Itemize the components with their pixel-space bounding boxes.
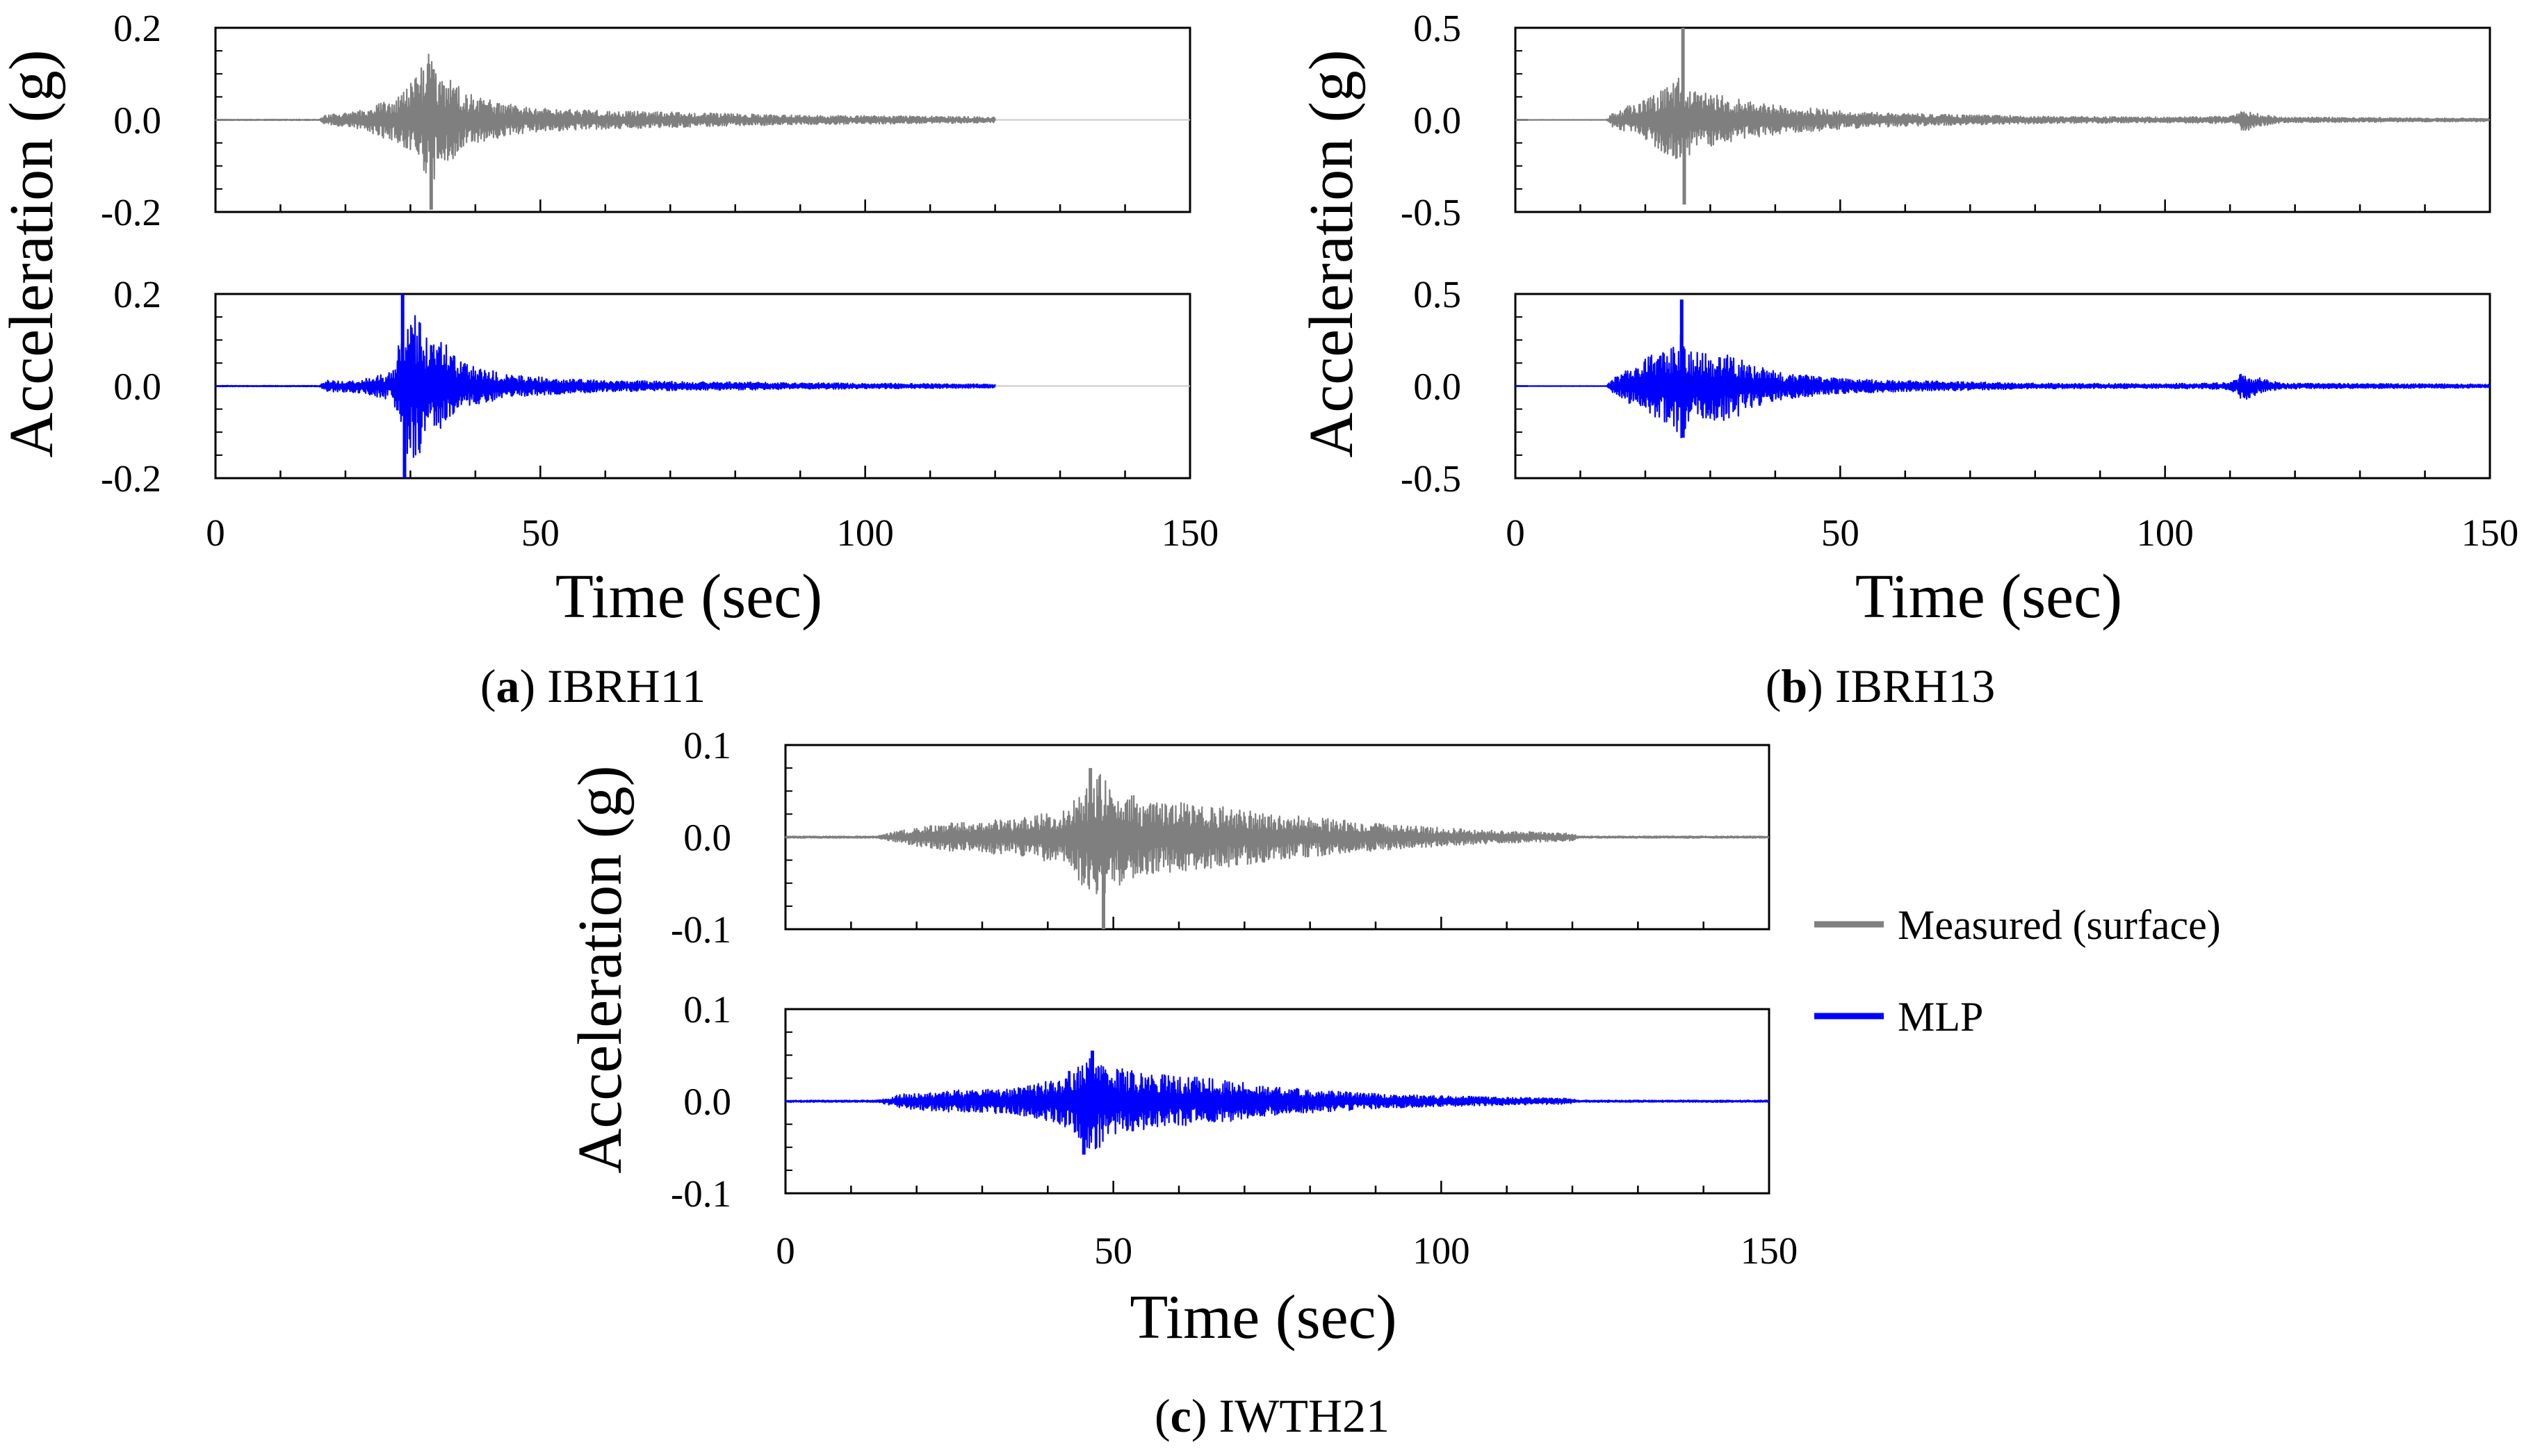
caption-c-letter: c (1171, 1389, 1191, 1442)
y-tick-label: 0.0 (1413, 99, 1461, 142)
x-axis-title: Time (sec) (555, 562, 822, 631)
caption-a-station: IBRH11 (535, 660, 706, 712)
x-tick-label: 150 (1162, 512, 1219, 554)
x-tick-label: 0 (776, 1229, 795, 1272)
legend-label-measured: Measured (surface) (1898, 902, 2221, 948)
y-tick-label: 0.0 (1413, 366, 1461, 408)
legend-label-mlp: MLP (1898, 994, 1983, 1040)
plot-a-mlp: 0.2 0.0 -0.2 0 50 100 150 (101, 273, 1219, 554)
y-axis-title: Acceleration (g) (0, 49, 66, 457)
caption-b-letter: b (1781, 660, 1807, 712)
chart-panels: 0.2 0.0 -0.2 0.2 0.0 -0.2 0 50 100 150 Time (sec) A… (0, 7, 2518, 1352)
caption-c: (c) IWTH21 (1155, 1389, 1390, 1442)
y-tick-label: 0.0 (113, 366, 161, 408)
series-line-mlp (215, 315, 996, 458)
y-tick-label: 0.0 (683, 817, 731, 859)
x-tick-label: 150 (1741, 1229, 1798, 1272)
x-tick-label: 100 (2136, 512, 2194, 554)
y-tick-label: 0.0 (683, 1081, 731, 1123)
y-tick-label: -0.2 (101, 457, 161, 500)
chart-panel-c: 0.1 0.0 -0.1 0.1 0.0 -0.1 0 50 100 150 Time (sec) A… (566, 724, 1798, 1352)
x-tick-label: 150 (2461, 512, 2519, 554)
caption-a-open: ( (480, 660, 496, 712)
plot-c-measured: 0.1 0.0 -0.1 (671, 724, 1770, 951)
y-tick-label: 0.5 (1413, 7, 1461, 49)
chart-panel-a: 0.2 0.0 -0.2 0.2 0.0 -0.2 0 50 100 150 Time (sec) A… (0, 7, 1219, 631)
series-line-measured (1515, 77, 2491, 159)
caption-a-close: ) (520, 660, 536, 712)
caption-c-station: IWTH21 (1207, 1389, 1390, 1442)
plot-b-measured: 0.5 0.0 -0.5 (1401, 7, 2491, 234)
x-tick-label: 100 (836, 512, 894, 554)
y-tick-label: -0.1 (671, 1172, 731, 1215)
chart-panel-b: 0.5 0.0 -0.5 0.5 0.0 -0.5 0 50 100 150 Time (sec) A… (1297, 7, 2518, 631)
y-axis-title: Acceleration (g) (566, 765, 635, 1173)
x-tick-label: 50 (1094, 1229, 1132, 1272)
y-tick-label: 0.2 (113, 7, 161, 49)
caption-a-letter: a (496, 660, 520, 712)
y-tick-label: 0.1 (683, 724, 731, 767)
series-line-measured (784, 774, 1770, 894)
x-axis-title: Time (sec) (1130, 1283, 1396, 1352)
series-line-mlp (785, 1058, 1770, 1150)
caption-b: (b) IBRH13 (1766, 660, 1996, 712)
series-line-measured (215, 54, 996, 180)
y-tick-label: 0.5 (1413, 273, 1461, 316)
caption-b-close: ) (1807, 660, 1823, 712)
plot-a-measured: 0.2 0.0 -0.2 (101, 7, 1191, 234)
y-tick-label: -0.1 (671, 908, 731, 951)
plot-b-mlp: 0.5 0.0 -0.5 0 50 100 150 (1401, 273, 2518, 554)
y-tick-label: -0.2 (101, 191, 161, 234)
caption-c-close: ) (1191, 1389, 1207, 1442)
x-tick-label: 100 (1412, 1229, 1470, 1272)
x-tick-label: 50 (521, 512, 560, 554)
caption-a: (a) IBRH11 (480, 660, 706, 712)
caption-b-open: ( (1766, 660, 1782, 712)
y-tick-label: -0.5 (1401, 191, 1461, 234)
x-tick-label: 0 (1506, 512, 1525, 554)
plot-c-mlp: 0.1 0.0 -0.1 0 50 100 150 (671, 988, 1798, 1272)
legend: Measured (surface) MLP (1814, 902, 2221, 1040)
y-tick-label: 0.2 (113, 273, 161, 316)
caption-b-station: IBRH13 (1823, 660, 1995, 712)
x-tick-label: 50 (1821, 512, 1859, 554)
y-axis-title: Acceleration (g) (1297, 49, 1366, 457)
caption-c-open: ( (1155, 1389, 1171, 1442)
x-axis-title: Time (sec) (1855, 562, 2122, 631)
y-tick-label: 0.0 (113, 99, 161, 142)
x-tick-label: 0 (206, 512, 225, 554)
series-line-mlp (1515, 334, 2491, 439)
y-tick-label: 0.1 (683, 988, 731, 1031)
y-tick-label: -0.5 (1401, 457, 1461, 500)
